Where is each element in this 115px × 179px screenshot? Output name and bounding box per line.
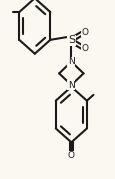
Text: O: O: [67, 151, 74, 160]
Text: S: S: [67, 35, 74, 45]
Text: N: N: [67, 57, 74, 66]
Text: N: N: [67, 81, 74, 90]
Text: O: O: [80, 28, 87, 37]
Text: O: O: [80, 44, 87, 53]
